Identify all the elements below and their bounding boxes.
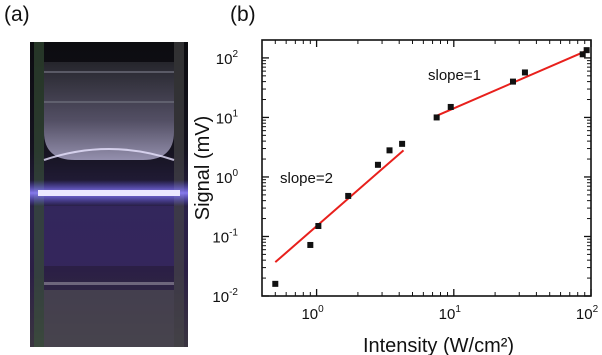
x-tick-label: 101 xyxy=(439,304,462,323)
y-tick-exponent: 1 xyxy=(232,108,238,119)
y-tick-base: 10 xyxy=(216,170,233,187)
data-point xyxy=(447,103,454,110)
y-tick-base: 10 xyxy=(212,229,229,246)
plot-frame xyxy=(261,39,592,297)
y-tick-label: 10-1 xyxy=(212,227,238,246)
x-axis-label: Intensity (W/cm²) xyxy=(363,335,514,355)
y-tick-label: 101 xyxy=(216,108,239,127)
y-tick-label: 102 xyxy=(216,49,239,68)
y-tick-base: 10 xyxy=(212,289,229,306)
x-tick-base: 10 xyxy=(301,306,318,323)
y-tick-base: 10 xyxy=(216,110,233,127)
fit-line xyxy=(274,149,405,263)
panel-label-b: (b) xyxy=(230,3,256,26)
x-tick-exponent: 2 xyxy=(593,304,599,315)
y-tick-exponent: 0 xyxy=(232,168,238,179)
y-tick-base: 10 xyxy=(216,51,233,68)
y-axis-label: Signal (mV) xyxy=(192,116,214,220)
fit-label: slope=1 xyxy=(428,67,481,84)
x-tick-base: 10 xyxy=(439,306,456,323)
data-point xyxy=(307,241,314,248)
x-tick-label: 100 xyxy=(301,304,324,323)
data-point xyxy=(272,280,279,287)
data-point xyxy=(399,140,406,147)
data-point xyxy=(579,51,586,58)
y-tick-exponent: -2 xyxy=(229,287,238,298)
x-tick-label: 102 xyxy=(576,304,599,323)
data-point xyxy=(433,114,440,121)
y-tick-exponent: -1 xyxy=(229,227,238,238)
y-tick-label: 100 xyxy=(216,168,239,187)
data-point xyxy=(509,78,516,85)
data-point xyxy=(374,161,381,168)
y-tick-label: 10-2 xyxy=(212,287,238,306)
data-point xyxy=(521,69,528,76)
x-tick-exponent: 1 xyxy=(455,304,461,315)
fit-label: slope=2 xyxy=(280,170,333,187)
data-point xyxy=(386,147,393,154)
panel-label-a: (a) xyxy=(4,3,30,26)
data-point xyxy=(345,192,352,199)
x-tick-exponent: 0 xyxy=(318,304,324,315)
y-tick-exponent: 2 xyxy=(232,49,238,60)
data-point xyxy=(315,222,322,229)
x-tick-base: 10 xyxy=(576,306,593,323)
cuvette-photo xyxy=(30,42,188,347)
data-point xyxy=(583,47,590,54)
